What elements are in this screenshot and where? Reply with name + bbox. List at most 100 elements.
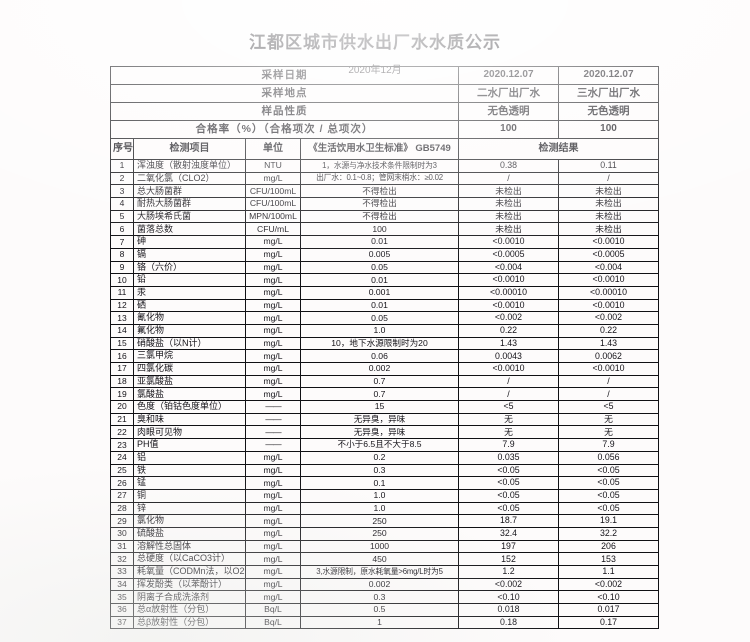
table-row: 33耗氧量（CODMn法，以O2计）mg/L3,水源限制，原水耗氧量>6mg/L… [110, 565, 659, 579]
table-row: 34 挥发酚类（以苯酚计） mg/L 0.002 <0.002 <0.002 [110, 577, 659, 592]
result-plant-2: <0.05 [458, 488, 559, 503]
test-item-name: 硝酸盐（以N计） [133, 336, 246, 351]
result-plant-2: / [458, 171, 559, 186]
test-item-unit: mg/L [245, 590, 301, 605]
test-item-unit: mg/L [245, 374, 301, 389]
test-item-unit: mg/L [245, 362, 301, 376]
table-row: 4 耐热大肠菌群 CFU/100mL 不得检出 未检出 未检出 [110, 197, 659, 211]
row-number: 19 [110, 387, 134, 402]
result-plant-2: 1.2 [458, 565, 559, 579]
table-row: 15 硝酸盐（以N计） mg/L 10，地下水源限制时为20 1.43 1.43 [110, 336, 659, 351]
test-item-name: 总β放射性（分包） [133, 615, 246, 630]
result-plant-3: / [558, 374, 659, 389]
row-number: 33 [110, 565, 134, 579]
standard-limit: 0.005 [300, 247, 459, 262]
meta-label: 合格率（%）（合格项次 / 总项次） [110, 120, 459, 139]
column-header-no: 序号 [110, 138, 134, 160]
standard-limit: 15 [300, 400, 459, 414]
result-plant-3: 未检出 [558, 209, 659, 224]
report-table-container: 采样日期 2020.12.07 2020.12.07 采样地点 二水厂出厂水 三水厂出厂水… [110, 66, 659, 630]
standard-limit: 0.1 [300, 476, 459, 490]
row-number: 36 [110, 603, 134, 617]
row-number: 13 [110, 311, 134, 325]
table-row: 20 色度（铂钴色度单位） —— 15 <5 <5 [110, 400, 659, 414]
meta-label: 采样地点 [110, 84, 459, 103]
standard-limit: 0.05 [300, 260, 459, 275]
result-plant-3: <0.002 [558, 311, 659, 325]
meta-value-plant-2: 100 [558, 120, 659, 139]
result-plant-2: <0.004 [458, 260, 559, 275]
test-item-unit: mg/L [245, 349, 301, 363]
table-header-row: 序号 检测项目 单位 《生活饮用水卫生标准》 GB5749 检测结果 [110, 138, 659, 160]
test-item-name: PH值 [133, 438, 246, 452]
result-plant-3: 0.0062 [558, 349, 659, 363]
result-plant-2: 未检出 [458, 209, 559, 224]
standard-limit: 450 [300, 552, 459, 566]
row-number: 21 [110, 412, 134, 427]
result-plant-3: <0.0005 [558, 247, 659, 262]
result-plant-2: 152 [458, 552, 559, 566]
result-plant-3: 206 [558, 539, 659, 554]
test-item-unit: mg/L [245, 311, 301, 325]
test-item-name: 氰化物 [133, 311, 246, 325]
test-item-name: 铜 [133, 488, 246, 503]
test-item-name: 肉眼可见物 [133, 425, 246, 440]
standard-limit: 3,水源限制，原水耗氧量>6mg/L时为5 [300, 565, 459, 579]
result-plant-2: 0.18 [458, 615, 559, 630]
standard-limit: 0.002 [300, 577, 459, 592]
test-item-name: 铬（六价） [133, 260, 246, 275]
test-item-name: 阴离子合成洗涤剂 [133, 590, 246, 605]
table-row: 3 总大肠菌群 CFU/100mL 不得检出 未检出 未检出 [110, 184, 659, 199]
row-number: 4 [110, 197, 134, 211]
standard-limit: 0.01 [300, 273, 459, 287]
test-item-unit: Bq/L [245, 615, 301, 630]
result-plant-2: 0.035 [458, 450, 559, 465]
standard-limit: 250 [300, 526, 459, 541]
test-item-name: 砷 [133, 235, 246, 249]
result-plant-2: 0.38 [458, 159, 559, 173]
result-plant-3: <0.0010 [558, 298, 659, 313]
table-row: 6 菌落总数 CFU/mL 100 未检出 未检出 [110, 222, 659, 237]
table-row: 37 总β放射性（分包） Bq/L 1 0.18 0.17 [110, 615, 659, 630]
result-plant-2: <0.0010 [458, 362, 559, 376]
table-row: 7 砷 mg/L 0.01 <0.0010 <0.0010 [110, 235, 659, 249]
standard-limit: 1.0 [300, 488, 459, 503]
test-item-name: 浑浊度（散射浊度单位） [133, 159, 246, 173]
result-plant-2: <0.10 [458, 590, 559, 605]
test-item-unit: mg/L [245, 336, 301, 351]
test-item-unit: —— [245, 400, 301, 414]
result-plant-3: 0.17 [558, 615, 659, 630]
test-item-name: 溶解性总固体 [133, 539, 246, 554]
result-plant-2: <0.05 [458, 501, 559, 516]
table-body: 采样日期 2020.12.07 2020.12.07 采样地点 二水厂出厂水 三水厂出厂水… [110, 66, 659, 630]
result-plant-3: <5 [558, 400, 659, 414]
test-item-name: 耗氧量（CODMn法，以O2计） [133, 565, 246, 579]
row-number: 23 [110, 438, 134, 452]
page-title: 江都区城市供水出厂水水质公示 [249, 33, 501, 52]
row-number: 2 [110, 171, 134, 186]
table-row: 9 铬（六价） mg/L 0.05 <0.004 <0.004 [110, 260, 659, 275]
test-item-name: 氯化物 [133, 514, 246, 528]
test-item-name: 三氯甲烷 [133, 349, 246, 363]
result-plant-2: 0.0043 [458, 349, 559, 363]
result-plant-2: <0.0010 [458, 298, 559, 313]
test-item-name: 二氧化氯（CLO2） [133, 171, 246, 186]
result-plant-2: 197 [458, 539, 559, 554]
standard-limit: 0.7 [300, 374, 459, 389]
test-item-unit: mg/L [245, 171, 301, 186]
test-item-name: 锰 [133, 476, 246, 490]
standard-limit: 0.002 [300, 362, 459, 376]
test-item-name: 色度（铂钴色度单位） [133, 400, 246, 414]
water-quality-table: 采样日期 2020.12.07 2020.12.07 采样地点 二水厂出厂水 三水厂出厂水… [110, 66, 659, 630]
meta-value-plant-2: 无色透明 [558, 102, 659, 121]
result-plant-3: 未检出 [558, 184, 659, 199]
standard-limit: 不得检出 [300, 209, 459, 224]
test-item-name: 镉 [133, 247, 246, 262]
result-plant-3: 无 [558, 412, 659, 427]
result-plant-3: 0.017 [558, 603, 659, 617]
test-item-unit: —— [245, 425, 301, 440]
test-item-unit: mg/L [245, 577, 301, 592]
row-number: 29 [110, 514, 134, 528]
table-row: 8 镉 mg/L 0.005 <0.0005 <0.0005 [110, 247, 659, 262]
